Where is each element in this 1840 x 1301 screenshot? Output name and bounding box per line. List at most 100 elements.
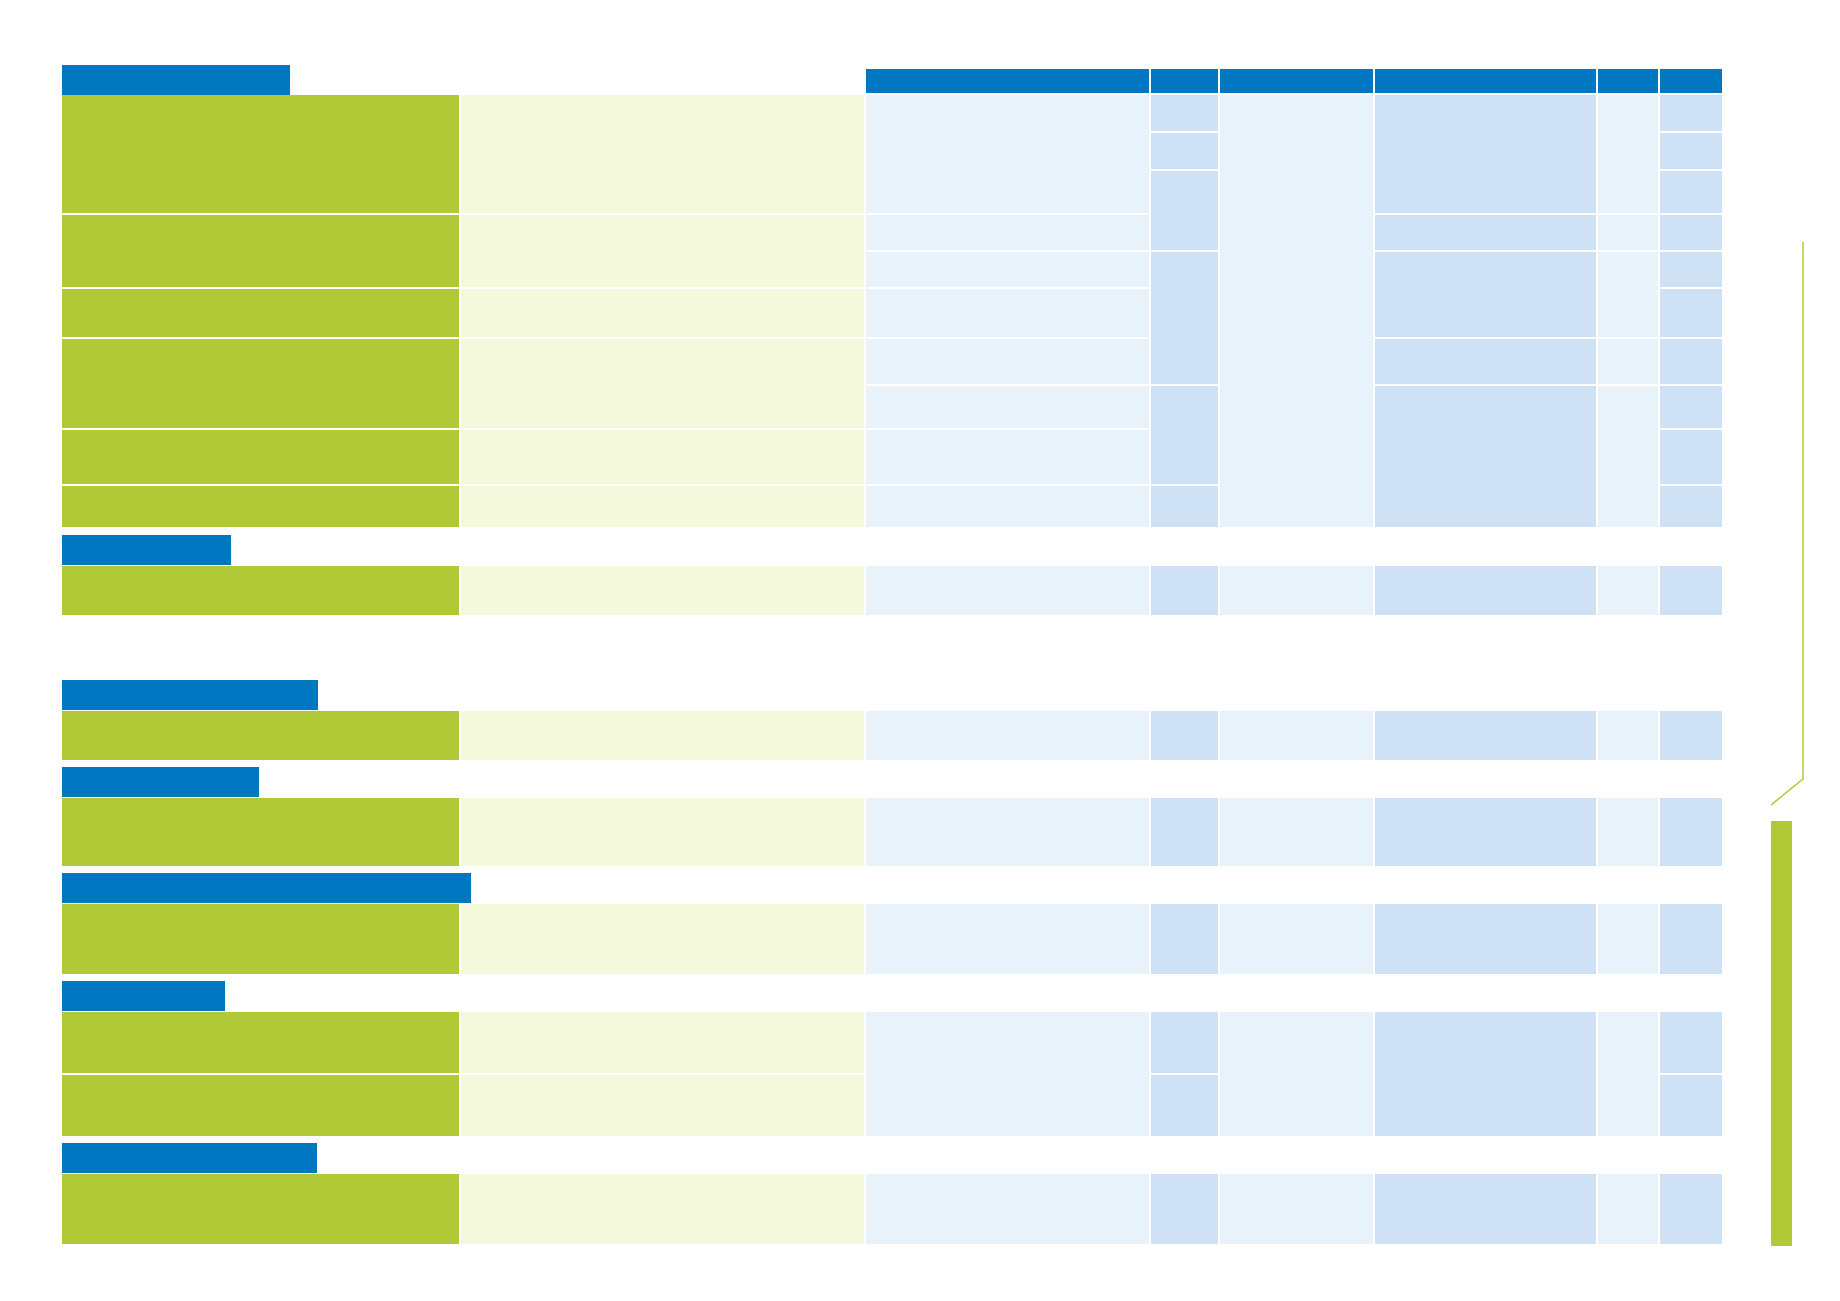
section-6-description-a [461, 1012, 864, 1073]
section-1-description-a [461, 95, 864, 213]
section-3-col1 [866, 711, 1149, 760]
column-header-5 [1598, 69, 1658, 93]
section-7-col4 [1375, 1174, 1596, 1244]
section-4-col6 [1660, 798, 1722, 866]
section-6-col1 [866, 1012, 1149, 1136]
section-7-col6 [1660, 1174, 1722, 1244]
section-1-category-e [62, 430, 459, 484]
section-5-col4 [1375, 904, 1596, 974]
section-1-col1-f [866, 386, 1149, 428]
section-2-header [62, 535, 231, 565]
side-green-bar [1771, 821, 1792, 1246]
column-header-2 [1151, 69, 1218, 93]
section-1-col6-c [1660, 171, 1722, 213]
section-5-header [62, 873, 471, 903]
section-3-col3 [1220, 711, 1373, 760]
section-7-col1 [866, 1174, 1149, 1244]
section-3-header [62, 680, 318, 710]
section-3-description [461, 711, 864, 760]
section-6-category-a [62, 1012, 459, 1073]
section-1-category-f [62, 486, 459, 527]
section-1-col4-e [1375, 386, 1596, 527]
section-5-col5 [1598, 904, 1658, 974]
section-1-col2-a [1151, 95, 1218, 131]
section-5-col3 [1220, 904, 1373, 974]
section-6-category-b [62, 1075, 459, 1136]
section-1-col2-c [1151, 171, 1218, 250]
section-1-description-d [461, 339, 864, 428]
section-1-col3 [1220, 95, 1373, 527]
section-4-col5 [1598, 798, 1658, 866]
section-1-col5-c [1598, 252, 1658, 337]
section-2-col6 [1660, 566, 1722, 615]
section-1-description-c [461, 289, 864, 337]
section-7-description [461, 1174, 864, 1244]
column-header-3 [1220, 69, 1373, 93]
section-1-col6-f [1660, 289, 1722, 337]
section-1-col5-b [1598, 215, 1658, 250]
section-7-col3 [1220, 1174, 1373, 1244]
section-4-category [62, 798, 459, 866]
section-4-description [461, 798, 864, 866]
section-5-category [62, 904, 459, 974]
section-1-col2-f [1151, 486, 1218, 527]
section-1-col6-g [1660, 339, 1722, 384]
section-1-description-f [461, 486, 864, 527]
section-6-col3 [1220, 1012, 1373, 1136]
section-4-col3 [1220, 798, 1373, 866]
section-1-col2-b [1151, 133, 1218, 169]
section-7-col2 [1151, 1174, 1218, 1244]
section-1-category-b [62, 215, 459, 287]
section-1-category-d [62, 339, 459, 428]
section-2-col4 [1375, 566, 1596, 615]
section-1-col4-b [1375, 215, 1596, 250]
section-3-col5 [1598, 711, 1658, 760]
section-4-col4 [1375, 798, 1596, 866]
section-1-col6-d [1660, 215, 1722, 250]
section-6-col2-a [1151, 1012, 1218, 1073]
section-7-header [62, 1143, 317, 1173]
section-1-col1-b [866, 215, 1149, 250]
section-1-col1-a [866, 95, 1149, 213]
section-1-col5-e [1598, 386, 1658, 527]
section-5-col2 [1151, 904, 1218, 974]
section-1-col4-c [1375, 252, 1596, 337]
section-2-col2 [1151, 566, 1218, 615]
section-1-col1-e [866, 339, 1149, 384]
section-1-col6-i [1660, 430, 1722, 484]
section-7-category [62, 1174, 459, 1244]
section-1-col4-a [1375, 95, 1596, 213]
section-1-col1-h [866, 486, 1149, 527]
section-1-category-c [62, 289, 459, 337]
section-6-col4 [1375, 1012, 1596, 1136]
section-7-col5 [1598, 1174, 1658, 1244]
section-1-col4-d [1375, 339, 1596, 384]
section-6-col5 [1598, 1012, 1658, 1136]
section-2-col5 [1598, 566, 1658, 615]
section-5-col6 [1660, 904, 1722, 974]
section-1-description-b [461, 215, 864, 287]
section-1-col1-d [866, 289, 1149, 337]
section-6-col6-a [1660, 1012, 1722, 1073]
section-2-description [461, 566, 864, 615]
section-1-header [62, 65, 290, 95]
section-6-description-b [461, 1075, 864, 1136]
section-1-col6-e [1660, 252, 1722, 287]
section-2-category [62, 566, 459, 615]
section-1-col6-a [1660, 95, 1722, 131]
column-header-6 [1660, 69, 1722, 93]
section-5-col1 [866, 904, 1149, 974]
section-4-col1 [866, 798, 1149, 866]
section-6-header [62, 981, 225, 1011]
section-1-col6-b [1660, 133, 1722, 169]
section-3-col2 [1151, 711, 1218, 760]
section-4-header [62, 767, 259, 797]
section-1-col6-j [1660, 486, 1722, 527]
section-6-col2-b [1151, 1075, 1218, 1136]
section-3-category [62, 711, 459, 760]
section-4-col2 [1151, 798, 1218, 866]
section-1-col5-a [1598, 95, 1658, 213]
section-6-col6-b [1660, 1075, 1722, 1136]
section-3-col6 [1660, 711, 1722, 760]
